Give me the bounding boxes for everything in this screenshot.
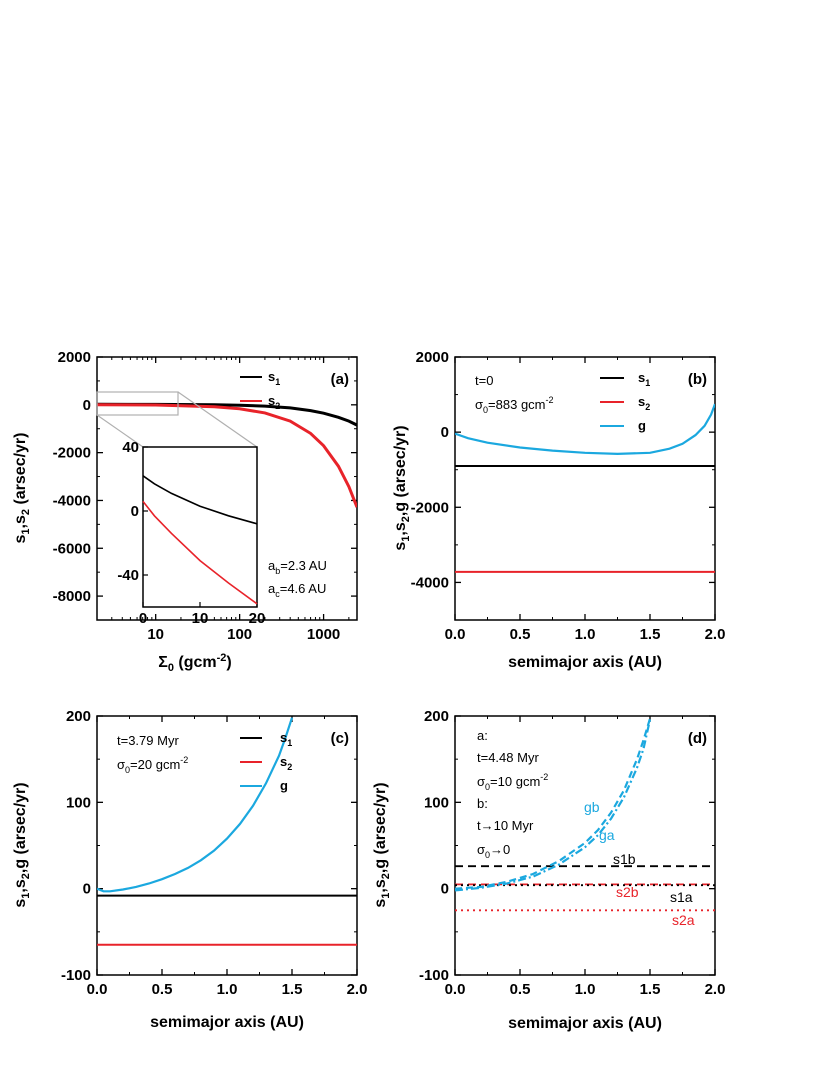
y-tick-label: 0 xyxy=(83,397,91,414)
y-tick-label: 2000 xyxy=(416,349,449,366)
annotation-ab: ab=2.3 AU xyxy=(268,558,327,576)
panel-tag: (d) xyxy=(688,730,707,747)
x-tick-label: 1000 xyxy=(307,626,340,643)
annotation-t: t=0 xyxy=(475,373,493,388)
y-tick-label: 2000 xyxy=(58,349,91,366)
inset-plot: 40 0 -40 0 10 20 xyxy=(117,439,265,627)
series-label-s1b: s1b xyxy=(613,851,636,867)
y-tick-label: 200 xyxy=(424,708,449,725)
y-tick-label: 0 xyxy=(441,424,449,441)
annotation-0: a: xyxy=(477,728,488,743)
zoom-guide-right xyxy=(177,391,258,448)
legend-s2-label: s2 xyxy=(268,393,280,411)
x-axis-label: semimajor axis (AU) xyxy=(508,654,662,671)
y-tick-label: -4000 xyxy=(411,574,449,591)
annotation-t: t=3.79 Myr xyxy=(117,733,179,748)
y-tick-label: -2000 xyxy=(411,499,449,516)
annotation-5: σ0→0 xyxy=(477,842,510,860)
x-tick-label: 0.0 xyxy=(445,626,466,643)
series-g-line xyxy=(455,403,715,456)
annotation-4: t→10 Myr xyxy=(477,818,534,833)
y-tick-label: -100 xyxy=(419,967,449,984)
series-gb-line xyxy=(455,718,652,890)
annotation-sigma: σ0=883 gcm-2 xyxy=(475,395,554,415)
panel-tag: (c) xyxy=(331,730,349,747)
annotation-1: t=4.48 Myr xyxy=(477,750,539,765)
panel-c: 200 100 0 -1000.0 0.5 1.0 1.5 2.0 (c) s1 s2 g t=3.79… xyxy=(12,708,367,1031)
zoom-guide-left xyxy=(96,414,144,448)
x-axis-label: semimajor axis (AU) xyxy=(150,1014,304,1031)
legend-g-label: g xyxy=(638,418,646,433)
axes-frame xyxy=(96,715,358,976)
inset-series-s1-line xyxy=(142,475,258,525)
x-axis-label: Σ0 (gcm-2) xyxy=(158,652,232,674)
legend-s1-label: s1 xyxy=(268,369,280,387)
annotation-sigma: σ0=20 gcm-2 xyxy=(117,755,188,775)
series-s1-line xyxy=(97,402,357,427)
x-tick-label: 2.0 xyxy=(705,981,726,998)
y-tick-label: -6000 xyxy=(53,540,91,557)
x-tick-label: 1.5 xyxy=(640,981,661,998)
y-tick-label: 100 xyxy=(66,794,91,811)
zoom-box xyxy=(96,391,179,416)
inset-y-tick-label: 0 xyxy=(131,503,139,520)
x-tick-label: 0.5 xyxy=(152,981,173,998)
inset-series-s2-line xyxy=(142,500,258,605)
panel-tag: (a) xyxy=(331,371,349,388)
series-s2-line xyxy=(97,403,357,508)
x-tick-label: 1.0 xyxy=(575,626,596,643)
panel-b: 2000 0 -2000 -4000 0.0 0.5 1.0 1.5 2.0 (b) s1 s2 g t=… xyxy=(392,349,725,671)
series-label-ga: ga xyxy=(599,827,615,843)
y-tick-label: -2000 xyxy=(53,445,91,462)
x-tick-label: 10 xyxy=(147,626,164,643)
x-axis-label: semimajor axis (AU) xyxy=(508,1015,662,1032)
legend-s2-label: s2 xyxy=(280,754,292,772)
y-axis-label: s1,s2,g (arsec/yr) xyxy=(12,782,32,907)
y-tick-label: -100 xyxy=(61,967,91,984)
legend-g-label: g xyxy=(280,778,288,793)
legend-s1-label: s1 xyxy=(280,730,292,748)
y-tick-label: 0 xyxy=(441,881,449,898)
inset-x-tick-label: 10 xyxy=(192,610,209,627)
x-tick-label: 0.5 xyxy=(510,981,531,998)
y-tick-label: 100 xyxy=(424,794,449,811)
y-axis-label: s1,s2 (arsec/yr) xyxy=(12,433,32,544)
inset-y-tick-label: 40 xyxy=(122,439,139,456)
legend-s1-label: s1 xyxy=(638,370,650,388)
series-label-s2a: s2a xyxy=(672,912,695,928)
series-label-s2b: s2b xyxy=(616,884,639,900)
series-g-line xyxy=(97,717,294,893)
y-axis-label: s1,s2,g (arsec/yr) xyxy=(392,425,412,550)
annotation-3: b: xyxy=(477,796,488,811)
annotation-2: σ0=10 gcm-2 xyxy=(477,772,548,792)
x-tick-label: 0.0 xyxy=(87,981,108,998)
y-axis-label: s1,s2,g (arsec/yr) xyxy=(372,782,392,907)
y-tick-label: 200 xyxy=(66,708,91,725)
inset-frame xyxy=(142,446,258,608)
x-tick-label: 1.5 xyxy=(282,981,303,998)
x-tick-label: 100 xyxy=(227,626,252,643)
x-tick-label: 1.0 xyxy=(217,981,238,998)
series-label-s1a: s1a xyxy=(670,889,693,905)
legend-s2-label: s2 xyxy=(638,394,650,412)
x-tick-label: 1.0 xyxy=(575,981,596,998)
inset-x-tick-label: 0 xyxy=(139,610,147,627)
x-tick-label: 0.0 xyxy=(445,981,466,998)
y-tick-label: -8000 xyxy=(53,588,91,605)
x-tick-label: 2.0 xyxy=(347,981,368,998)
annotation-ac: ac=4.6 AU xyxy=(268,581,326,599)
inset-y-tick-label: -40 xyxy=(117,567,139,584)
series-label-gb: gb xyxy=(584,799,600,815)
y-tick-label: -4000 xyxy=(53,492,91,509)
panel-d: 200 100 0 -1000.0 0.5 1.0 1.5 2.0 (d) a: t=4.48 My… xyxy=(372,708,725,1032)
y-tick-label: 0 xyxy=(83,881,91,898)
inset-x-tick-label: 20 xyxy=(249,610,266,627)
series-ga-line xyxy=(455,719,652,892)
x-tick-label: 2.0 xyxy=(705,626,726,643)
x-tick-label: 0.5 xyxy=(510,626,531,643)
x-tick-label: 1.5 xyxy=(640,626,661,643)
panel-tag: (b) xyxy=(688,371,707,388)
